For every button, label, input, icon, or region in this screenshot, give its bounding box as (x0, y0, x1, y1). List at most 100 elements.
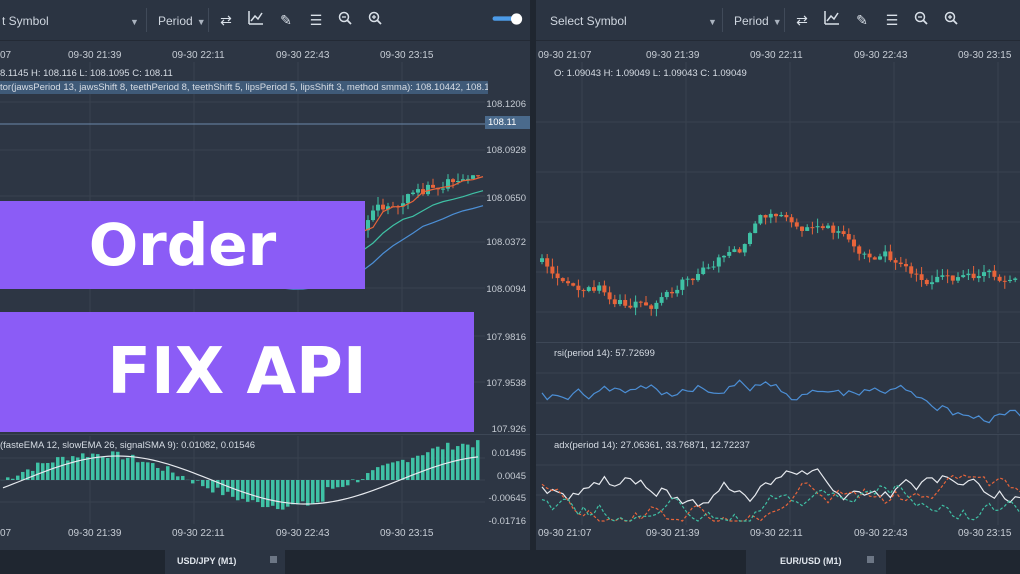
macd-bar (61, 456, 65, 480)
candle-body (545, 258, 550, 267)
right-ohlc-legend: O: 1.09043 H: 1.09049 L: 1.09043 C: 1.09… (554, 68, 747, 79)
candle-body (576, 285, 581, 291)
macd-bar (431, 448, 435, 480)
candle-body (716, 257, 721, 267)
macd-bar (216, 480, 220, 488)
candle-body (680, 279, 685, 290)
candle-body (446, 179, 450, 189)
candle-body (774, 213, 778, 217)
candle-body (857, 246, 862, 254)
candle-body (540, 258, 544, 262)
right-period-select[interactable]: Period ▼ (734, 10, 782, 32)
left-footer: USD/JPY (M1) (0, 550, 530, 574)
macd-bar (316, 480, 320, 503)
chart-icon[interactable] (822, 10, 842, 30)
panel-divider[interactable] (530, 0, 536, 574)
macd-bar (191, 480, 195, 484)
macd-bar (16, 475, 20, 480)
left-toolbar: t Symbol ▼ Period ▼ ⇄ ✎ ☰ (0, 0, 530, 41)
candle-body (945, 275, 950, 277)
left-time-axis-bottom: 07 09-30 21:39 09-30 22:11 09-30 22:43 0… (0, 526, 530, 542)
macd-bar (86, 457, 90, 480)
macd-bar (261, 480, 265, 508)
left-alligator-legend: tor(jawsPeriod 13, jawsShift 8, teethPer… (0, 82, 488, 93)
candle-body (956, 277, 960, 281)
toolbar-separator (722, 8, 723, 32)
macd-bar (471, 447, 475, 480)
price-label: 107.9538 (486, 378, 526, 389)
pencil-icon[interactable]: ✎ (280, 12, 292, 28)
candle-body (966, 273, 971, 276)
time-label: 09-30 21:07 (538, 50, 592, 61)
macd-bar (276, 480, 280, 510)
macd-bar (311, 480, 315, 504)
candle-body (878, 256, 882, 260)
macd-bar (36, 462, 40, 480)
macd-bar (286, 480, 290, 507)
candle-body (586, 287, 591, 291)
macd-bar (96, 454, 100, 480)
left-macd-chart[interactable] (0, 436, 485, 524)
right-symbol-caret[interactable]: ▼ (704, 10, 717, 32)
left-period-label: Period (158, 14, 193, 28)
macd-bar (171, 472, 175, 480)
candle-body (737, 249, 742, 253)
macd-bar (116, 451, 120, 480)
macd-bar (466, 444, 470, 480)
candle-body (618, 300, 622, 305)
swap-icon[interactable]: ⇄ (220, 12, 232, 28)
candle-body (950, 275, 955, 281)
macd-bar (416, 455, 420, 480)
chevron-down-icon: ▼ (772, 17, 782, 27)
left-symbol-caret[interactable]: ▼ (126, 10, 139, 32)
candle-body (898, 262, 903, 265)
macd-bar (391, 462, 395, 480)
candle-body (644, 302, 648, 306)
close-icon[interactable] (867, 556, 874, 563)
macd-bar (176, 476, 180, 480)
left-symbol-select[interactable]: t Symbol (2, 10, 49, 32)
adx-line (541, 474, 1020, 522)
indicators-icon[interactable]: ☰ (885, 12, 899, 28)
candle-body (431, 184, 435, 188)
macd-bar (51, 462, 55, 480)
right-price-chart[interactable] (536, 62, 1020, 342)
pencil-icon[interactable]: ✎ (856, 12, 868, 28)
close-icon[interactable] (270, 556, 277, 563)
toolbar-separator (208, 8, 209, 32)
right-adx-chart[interactable] (536, 435, 1020, 525)
swap-icon[interactable]: ⇄ (796, 12, 808, 28)
zoom-in-icon[interactable] (365, 10, 385, 30)
zoom-out-icon[interactable] (335, 10, 355, 30)
candle-body (997, 276, 1002, 281)
chevron-down-icon: ▼ (708, 17, 717, 27)
macd-bar (221, 480, 225, 496)
left-footer-tab[interactable]: USD/JPY (M1) (165, 550, 285, 574)
zoom-out-icon[interactable] (911, 10, 931, 30)
candle-body (670, 291, 674, 294)
macd-bar (361, 479, 365, 480)
toggle-switch[interactable] (490, 13, 526, 25)
candle-body (376, 204, 380, 211)
macd-bar (126, 457, 130, 480)
indicators-icon[interactable]: ☰ (309, 12, 323, 28)
candle-body (555, 273, 560, 279)
candle-body (872, 257, 877, 260)
macd-bar (211, 480, 215, 493)
time-label: 09-30 23:15 (958, 528, 1012, 539)
right-rsi-chart[interactable] (536, 343, 1020, 433)
macd-bar (106, 458, 110, 480)
macd-bar (121, 459, 125, 480)
right-period-label: Period (734, 14, 769, 28)
right-footer-tab[interactable]: EUR/USD (M1) (746, 550, 886, 574)
candle-body (924, 279, 929, 285)
time-label: 09-30 21:39 (68, 528, 122, 539)
macd-bar (291, 480, 295, 505)
right-symbol-select[interactable]: Select Symbol (550, 10, 627, 32)
zoom-in-icon[interactable] (941, 10, 961, 30)
time-label: 09-30 23:15 (380, 528, 434, 539)
candle-body (416, 189, 420, 193)
chart-icon[interactable] (246, 10, 266, 30)
macd-signal-line (2, 455, 479, 505)
left-period-select[interactable]: Period ▼ (158, 10, 206, 32)
